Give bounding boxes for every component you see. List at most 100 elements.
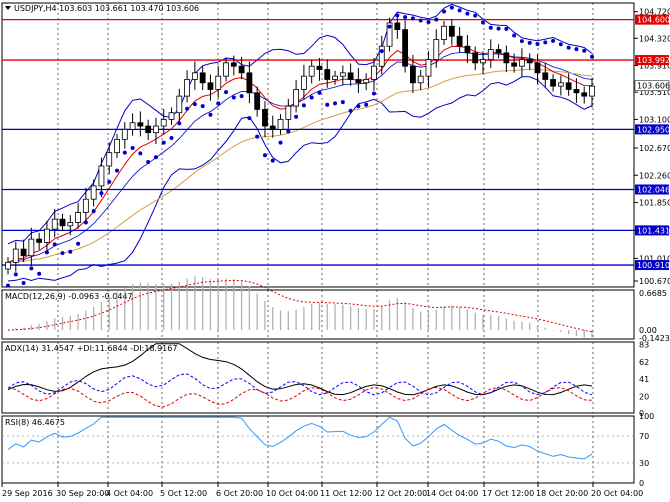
parabolic-sar-dot — [255, 134, 260, 139]
parabolic-sar-dot — [527, 40, 532, 45]
parabolic-sar-dot — [551, 38, 556, 43]
parabolic-sar-dot — [37, 271, 42, 276]
parabolic-sar-dot — [52, 242, 57, 247]
candle-body — [230, 62, 237, 67]
candle-body — [262, 109, 268, 127]
time-label: 14 Oct 04:00 — [426, 489, 478, 498]
parabolic-sar-dot — [348, 108, 353, 113]
rsi-scale-label: 30 — [639, 459, 649, 468]
parabolic-sar-dot — [44, 250, 49, 255]
parabolic-sar-dot — [480, 20, 485, 25]
rsi-scale-label: 0 — [639, 479, 644, 488]
candle-body — [145, 125, 152, 134]
time-label: 18 Oct 20:00 — [536, 489, 588, 498]
parabolic-sar-dot — [29, 266, 34, 271]
parabolic-sar-dot — [76, 241, 81, 246]
parabolic-sar-dot — [364, 102, 369, 107]
parabolic-sar-dot — [371, 91, 376, 96]
candle-body — [98, 165, 105, 187]
parabolic-sar-dot — [543, 40, 548, 45]
candle-body — [285, 105, 292, 120]
candle-body — [129, 122, 136, 130]
parabolic-sar-dot — [247, 116, 252, 121]
candle-body — [410, 65, 416, 84]
time-label: 5 Oct 12:00 — [160, 489, 207, 498]
candle-body — [207, 82, 214, 90]
candle-body — [5, 261, 11, 270]
current-price-box — [634, 80, 670, 91]
candle-body — [511, 62, 518, 67]
candle-body — [371, 65, 377, 80]
candle-body — [121, 128, 128, 140]
parabolic-sar-dot — [309, 95, 314, 100]
fast-moving-average-line — [7, 45, 593, 263]
parabolic-sar-dot — [262, 153, 267, 158]
parabolic-sar-dot — [153, 155, 158, 160]
candle-body — [417, 75, 424, 84]
candle-body — [363, 79, 370, 84]
time-label: 12 Oct 20:00 — [375, 489, 427, 498]
candle-body — [176, 95, 183, 114]
parabolic-sar-dot — [590, 54, 594, 59]
candle-body — [347, 72, 354, 80]
adx-scale-label: 20 — [639, 392, 649, 401]
candle-body — [472, 52, 479, 64]
candle-body — [308, 65, 315, 77]
price-axis-label: 104.320 — [639, 34, 670, 43]
candle-body — [495, 49, 502, 54]
parabolic-sar-dot — [200, 104, 205, 109]
level-label-box — [635, 260, 669, 271]
macd-scale-label: 0.00 — [639, 326, 657, 335]
level-label-box — [635, 225, 669, 236]
macd-header: MACD(12,26,9) -0.0963 -0.0447 — [5, 292, 133, 301]
parabolic-sar-dot — [177, 121, 182, 126]
candle-body — [503, 52, 510, 64]
parabolic-sar-dot — [403, 15, 408, 20]
parabolic-sar-dot — [356, 104, 361, 109]
candle-body — [386, 22, 393, 47]
candle-body — [137, 122, 144, 127]
candle-body — [51, 218, 58, 230]
candle-body — [223, 62, 229, 77]
level-label: 104.600 — [637, 16, 670, 25]
candle-body — [75, 212, 81, 223]
price-axis-label: 103.910 — [639, 62, 670, 71]
candle-body — [487, 49, 494, 60]
parabolic-sar-dot — [99, 191, 104, 196]
candle-body — [254, 92, 261, 110]
parabolic-sar-dot — [512, 33, 517, 38]
parabolic-sar-dot — [426, 20, 431, 25]
parabolic-sar-dot — [60, 251, 65, 256]
parabolic-sar-dot — [21, 281, 26, 286]
time-label: 17 Oct 12:00 — [482, 489, 534, 498]
macd-scale-label: -0.1423 — [639, 334, 670, 343]
parabolic-sar-dot — [317, 90, 322, 95]
dropdown-triangle-icon — [5, 6, 11, 10]
parabolic-sar-dot — [535, 42, 540, 47]
parabolic-sar-dot — [418, 18, 423, 23]
parabolic-sar-dot — [519, 39, 524, 44]
time-label: 11 Oct 12:00 — [320, 489, 372, 498]
candle-body — [394, 22, 401, 31]
candle-body — [12, 248, 19, 263]
parabolic-sar-dot — [387, 24, 392, 29]
parabolic-sar-dot — [333, 101, 338, 106]
candle-body — [378, 45, 385, 67]
level-label-box — [635, 184, 669, 195]
main-pane-frame — [1, 2, 635, 288]
adx-scale-label: 62 — [639, 358, 649, 367]
parabolic-sar-dot — [340, 100, 345, 105]
price-axis-label: 102.670 — [639, 144, 670, 153]
candle-body — [28, 238, 35, 257]
parabolic-sar-dot — [185, 106, 190, 111]
candle-body — [277, 118, 284, 130]
candle-body — [464, 45, 471, 54]
level-label: 102.950 — [637, 125, 670, 134]
candle-body — [456, 35, 463, 47]
parabolic-sar-dot — [146, 159, 151, 164]
candle-body — [90, 185, 97, 200]
candle-body — [542, 72, 549, 80]
parabolic-sar-dot — [457, 8, 462, 13]
level-label: 102.046 — [637, 185, 670, 194]
